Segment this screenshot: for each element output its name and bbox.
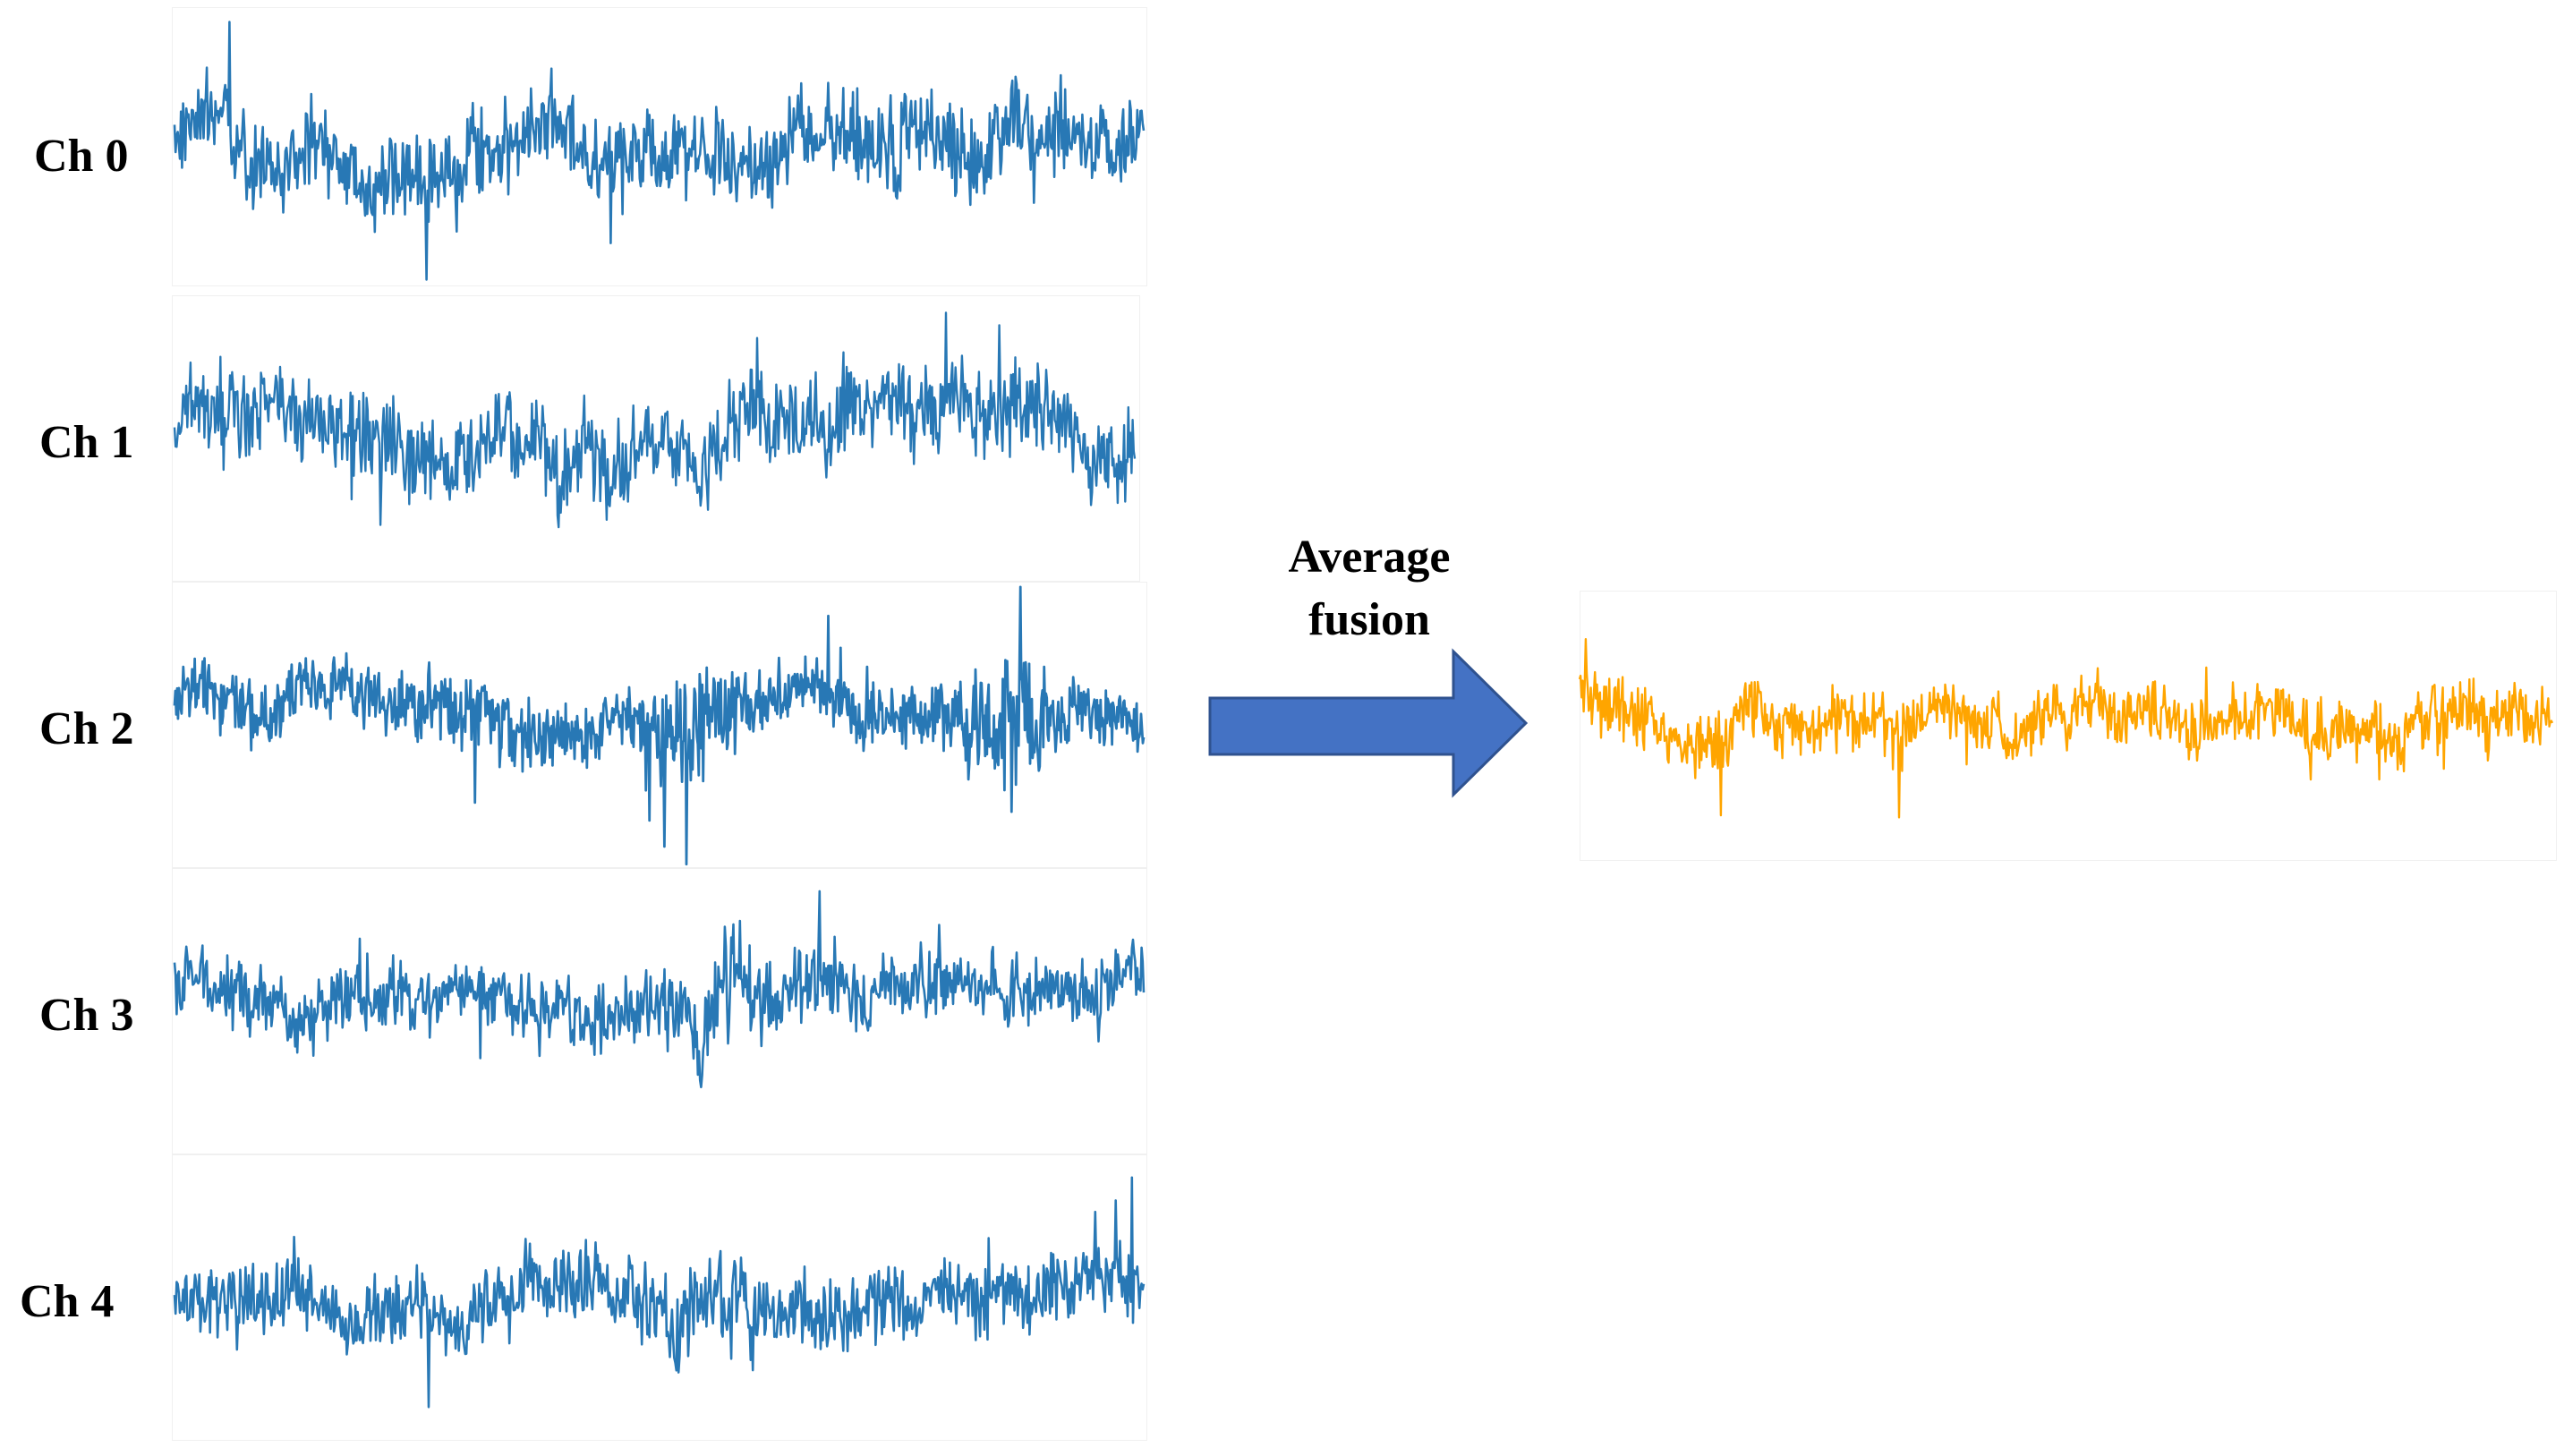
arrow-caption-line2: fusion [1308, 594, 1430, 645]
channel-label-1: Ch 1 [39, 417, 134, 468]
channel-label-4: Ch 4 [20, 1276, 115, 1327]
arrow-caption: Average fusion [1217, 526, 1521, 651]
channel-label-3: Ch 3 [39, 990, 134, 1041]
channel-label-0: Ch 0 [34, 131, 129, 182]
ch1-waveform [173, 311, 1137, 529]
right-arrow-icon [1208, 648, 1529, 798]
arrow-caption-line1: Average [1288, 532, 1451, 583]
ch2-waveform [173, 585, 1146, 866]
ch0-waveform [173, 21, 1146, 281]
ch3-waveform [173, 890, 1146, 1089]
fused-waveform [1578, 638, 2554, 819]
channel-label-2: Ch 2 [39, 703, 134, 754]
ch4-waveform [173, 1176, 1146, 1409]
